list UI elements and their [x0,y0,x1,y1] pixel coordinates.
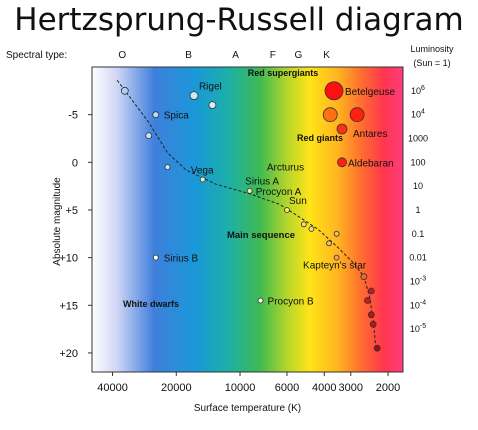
star-unnamed [373,344,381,352]
star-label-kapteyn-s-star: Kapteyn's star [303,261,367,272]
luminosity-unit: (Sun = 1) [413,58,450,68]
luminosity-header: Luminosity [410,44,454,54]
star-spica [152,111,160,119]
luminosity-tick: 0.01 [409,253,427,263]
star-sun [284,207,290,213]
star-unnamed [300,221,307,228]
spectral-type-a: A [232,50,239,61]
luminosity-tick: 1000 [408,133,428,143]
x-tick-label: 3000 [339,382,363,394]
star-unnamed [308,226,315,232]
star-unnamed [364,297,371,304]
star-label-betelgeuse: Betelgeuse [345,87,395,98]
spectral-type-g: G [295,50,303,61]
x-tick-label: 20000 [161,382,192,394]
main-sequence-curve [116,79,377,351]
luminosity-tick: 106 [411,85,425,96]
star-unnamed [145,132,153,140]
plot-frame [91,66,404,373]
star-unnamed [120,86,129,95]
y-tick-label: -5 [68,110,78,122]
star-unnamed [322,107,338,123]
star-label-sirius-a: Sirius A [245,177,279,188]
star-label-spica: Spica [164,111,189,122]
y-tick-label: +5 [65,205,78,217]
star-label-antares: Antares [353,129,387,140]
star-unnamed [369,320,377,328]
spectral-type-b: B [185,50,192,61]
luminosity-tick: 10-4 [410,299,426,310]
spectral-type-o: O [118,50,126,61]
star-vega [199,176,206,183]
star-antares [336,123,348,135]
region-white-dwarfs: White dwarfs [123,299,179,309]
star-unnamed [367,311,375,319]
x-tick-label: 10000 [225,382,256,394]
star-unnamed [208,101,217,109]
y-tick-label: 0 [72,157,78,169]
x-tick-label: 4000 [312,382,336,394]
y-axis-label: Absolute magnitude [52,177,63,266]
x-tick-label: 6000 [275,382,299,394]
star-unnamed [326,240,332,247]
star-label-sirius-b: Sirius B [164,254,199,265]
star-procyon-a [246,187,253,194]
star-rigel [189,91,199,100]
star-procyon-b [257,297,264,304]
luminosity-tick: 10 [413,181,423,191]
y-tick-label: +15 [59,300,78,312]
star-unnamed [349,107,365,123]
luminosity-tick: 104 [411,109,425,120]
star-label-aldebaran: Aldebaran [348,158,394,169]
star-label-rigel: Rigel [199,82,222,93]
star-label-procyon-b: Procyon B [268,297,314,308]
star-betelgeuse [324,81,344,101]
star-unnamed [367,287,375,295]
luminosity-tick: 0.1 [412,229,425,239]
star-unnamed [164,164,171,171]
luminosity-tick: 10-3 [410,275,426,286]
luminosity-tick: 1 [415,205,420,215]
star-label-vega: Vega [191,165,214,176]
star-label-sun: Sun [289,196,307,207]
region-red-supergiants: Red supergiants [248,68,319,78]
star-label-arcturus: Arcturus [267,162,304,173]
spectral-type-label: Spectral type: [6,50,67,61]
region-main-sequence: Main sequence [227,230,295,241]
star-aldebaran [337,157,347,168]
spectral-type-k: K [323,50,330,61]
star-unnamed [360,273,368,281]
star-kapteyn-s-star [333,254,340,261]
luminosity-tick: 10-5 [410,323,426,334]
x-tick-label: 40000 [97,382,128,394]
y-tick-label: +20 [59,348,78,360]
region-red-giants: Red giants [297,133,343,143]
y-tick-label: +10 [59,253,78,265]
star-sirius-b [152,254,159,261]
luminosity-tick: 100 [410,157,425,167]
x-axis-label: Surface temperature (K) [194,403,301,414]
x-tick-label: 2000 [376,382,400,394]
star-unnamed [333,230,340,237]
chart-title: Hertzsprung-Russell diagram [14,2,464,38]
star-label-procyon-a: Procyon A [256,187,302,198]
spectral-type-f: F [270,50,276,61]
